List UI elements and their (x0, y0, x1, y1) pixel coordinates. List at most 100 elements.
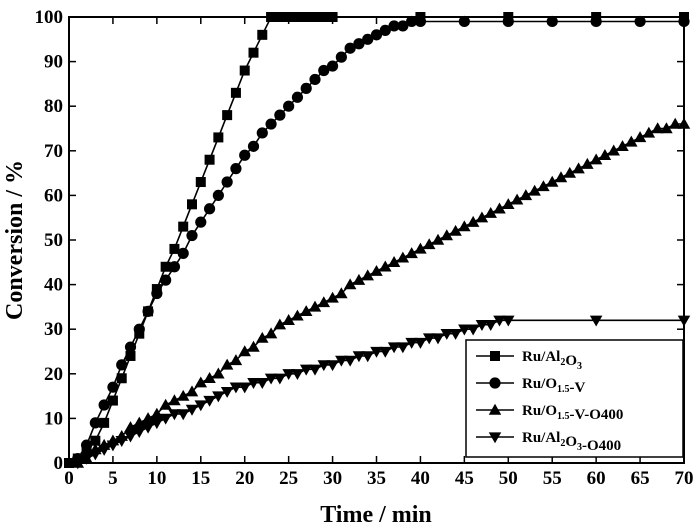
data-point (187, 199, 197, 210)
data-point (406, 15, 418, 28)
x-tick-label: 0 (64, 468, 74, 489)
data-point (195, 216, 207, 228)
data-point (343, 355, 357, 367)
data-point (248, 47, 259, 58)
data-point (239, 149, 251, 161)
data-point (326, 60, 339, 72)
data-point (124, 341, 137, 353)
data-point (89, 449, 102, 461)
data-point (115, 436, 128, 447)
data-point (318, 64, 330, 77)
data-point (299, 364, 313, 376)
data-point (554, 171, 568, 183)
data-point (370, 264, 383, 276)
data-point (212, 189, 224, 201)
legend-entry: Ru/O1.5-V (476, 376, 586, 396)
y-tick-label: 60 (44, 185, 63, 206)
data-point (194, 376, 208, 388)
x-tick-label: 70 (675, 468, 694, 489)
data-point (440, 328, 454, 340)
data-point (633, 131, 647, 143)
data-point (194, 400, 208, 412)
data-point (396, 251, 410, 263)
y-tick-label: 80 (44, 96, 63, 117)
y-tick-label: 70 (44, 141, 63, 162)
data-point (150, 418, 164, 430)
data-point (343, 278, 357, 290)
data-point (247, 340, 260, 352)
data-point (335, 51, 347, 63)
data-point (414, 242, 427, 254)
data-point (238, 382, 251, 394)
data-point (204, 154, 215, 165)
legend-entry: Ru/O1.5-V-O400 (476, 403, 623, 423)
data-point (176, 409, 190, 421)
data-point (141, 412, 155, 424)
data-point (213, 132, 224, 143)
data-point (142, 305, 154, 317)
data-point (133, 323, 145, 335)
axes-layer: 0 5 10 15 20 25 30 35 40 45 50 55 60 65 70 0 10 20 30 40 50 6… (35, 7, 694, 489)
y-tick-label: 10 (44, 408, 63, 429)
data-point (352, 273, 366, 285)
data-point (344, 42, 356, 54)
data-point (239, 65, 250, 76)
data-point (361, 351, 374, 363)
data-point (212, 367, 225, 379)
data-point (449, 224, 462, 236)
data-point (141, 422, 155, 434)
x-tick-label: 50 (499, 468, 518, 489)
data-point (387, 342, 401, 354)
data-point (335, 287, 348, 299)
x-tick-label: 55 (543, 468, 562, 489)
data-point (229, 382, 243, 394)
data-point (125, 350, 136, 361)
data-point (326, 291, 339, 303)
data-point (257, 29, 268, 40)
data-point (124, 421, 137, 433)
data-point (238, 345, 251, 357)
y-tick-label: 20 (44, 364, 63, 385)
data-point (151, 287, 163, 300)
data-point (185, 404, 199, 416)
x-tick-label: 10 (147, 468, 166, 489)
data-point (159, 413, 172, 425)
data-point (116, 373, 127, 384)
data-point (185, 385, 199, 397)
data-point (106, 440, 120, 452)
data-point (668, 117, 682, 129)
data-point (133, 427, 146, 439)
data-point (212, 391, 225, 403)
data-point (352, 351, 366, 363)
data-point (414, 337, 427, 349)
data-point (489, 377, 501, 389)
data-point (308, 300, 322, 312)
x-tick-label: 45 (455, 468, 474, 489)
data-point (440, 229, 454, 241)
y-tick-label: 0 (54, 453, 64, 474)
data-point (484, 320, 497, 331)
data-point (335, 355, 348, 367)
series-3 (71, 117, 691, 468)
legend-entry: Ru/Al2O3 (476, 349, 582, 372)
data-point (660, 122, 673, 134)
data-point (220, 358, 234, 370)
data-point (589, 153, 603, 165)
data-point (317, 296, 331, 308)
data-point (466, 215, 480, 227)
data-point (490, 351, 500, 361)
data-point (431, 233, 445, 245)
data-point (256, 378, 269, 389)
legend-entry: Ru/Al2O3-O400 (476, 430, 621, 454)
y-tick-label: 50 (44, 230, 63, 251)
legend-label: Ru/Al2O3-O400 (522, 430, 621, 454)
data-point (616, 140, 629, 152)
data-point (431, 333, 445, 345)
data-point (422, 333, 436, 345)
data-point (379, 346, 392, 358)
data-point (537, 180, 550, 192)
data-point (528, 184, 541, 196)
data-point (160, 274, 172, 286)
data-point (274, 109, 286, 121)
